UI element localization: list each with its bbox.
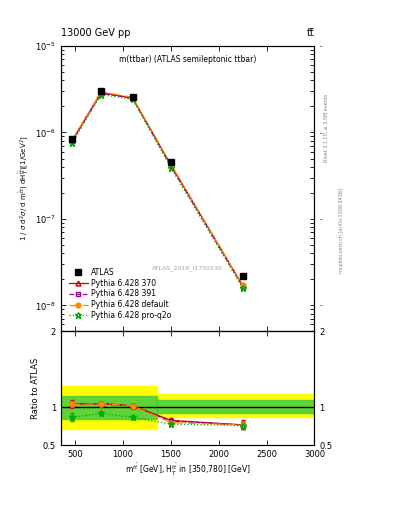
ATLAS: [130, 94, 135, 100]
Text: mcplots.cern.ch [arXiv:1306.3436]: mcplots.cern.ch [arXiv:1306.3436]: [339, 188, 344, 273]
Pythia 6.428 default: [169, 161, 173, 167]
Line: Pythia 6.428 default: Pythia 6.428 default: [70, 90, 245, 288]
X-axis label: m$^{t\bar{t}}$ [GeV], H$_T^{t\bar{t}}$ in [350,780] [GeV]: m$^{t\bar{t}}$ [GeV], H$_T^{t\bar{t}}$ i…: [125, 462, 251, 478]
Y-axis label: 1 / $\sigma$ d$^2\sigma$/ d m$^{\bar{t}t}$) dH$_T^{\bar{t}t}$)[1/GeV$^2$]: 1 / $\sigma$ d$^2\sigma$/ d m$^{\bar{t}t…: [18, 136, 32, 242]
Pythia 6.428 370: [130, 95, 135, 101]
Pythia 6.428 370: [240, 282, 245, 288]
Pythia 6.428 default: [99, 89, 103, 95]
Pythia 6.428 370: [99, 90, 103, 96]
Pythia 6.428 pro-q2o: [70, 140, 75, 146]
ATLAS: [240, 273, 245, 279]
ATLAS: [169, 159, 173, 165]
Pythia 6.428 391: [70, 138, 75, 144]
Pythia 6.428 default: [70, 136, 75, 142]
Text: Rivet 3.1.10, ≥ 3.5M events: Rivet 3.1.10, ≥ 3.5M events: [324, 94, 329, 162]
Pythia 6.428 391: [240, 284, 245, 290]
Pythia 6.428 pro-q2o: [130, 96, 135, 102]
Legend: ATLAS, Pythia 6.428 370, Pythia 6.428 391, Pythia 6.428 default, Pythia 6.428 pr: ATLAS, Pythia 6.428 370, Pythia 6.428 39…: [67, 266, 173, 322]
Text: 13000 GeV pp: 13000 GeV pp: [61, 28, 130, 38]
ATLAS: [70, 136, 75, 142]
Y-axis label: Ratio to ATLAS: Ratio to ATLAS: [31, 358, 40, 419]
Pythia 6.428 default: [130, 94, 135, 100]
ATLAS: [99, 88, 103, 94]
Pythia 6.428 370: [70, 137, 75, 143]
Pythia 6.428 pro-q2o: [240, 285, 245, 291]
Pythia 6.428 default: [240, 282, 245, 288]
Pythia 6.428 pro-q2o: [169, 165, 173, 171]
Text: tt̅: tt̅: [307, 28, 314, 38]
Pythia 6.428 pro-q2o: [99, 92, 103, 98]
Text: m(ttbar) (ATLAS semileptonic ttbar): m(ttbar) (ATLAS semileptonic ttbar): [119, 55, 256, 63]
Pythia 6.428 391: [169, 163, 173, 169]
Line: Pythia 6.428 391: Pythia 6.428 391: [70, 91, 245, 289]
Text: ATLAS_2019_I1750330: ATLAS_2019_I1750330: [152, 266, 223, 271]
Line: Pythia 6.428 pro-q2o: Pythia 6.428 pro-q2o: [69, 91, 246, 291]
Line: ATLAS: ATLAS: [69, 88, 246, 279]
Pythia 6.428 391: [130, 95, 135, 101]
Line: Pythia 6.428 370: Pythia 6.428 370: [70, 90, 245, 288]
Pythia 6.428 370: [169, 162, 173, 168]
Pythia 6.428 391: [99, 90, 103, 96]
